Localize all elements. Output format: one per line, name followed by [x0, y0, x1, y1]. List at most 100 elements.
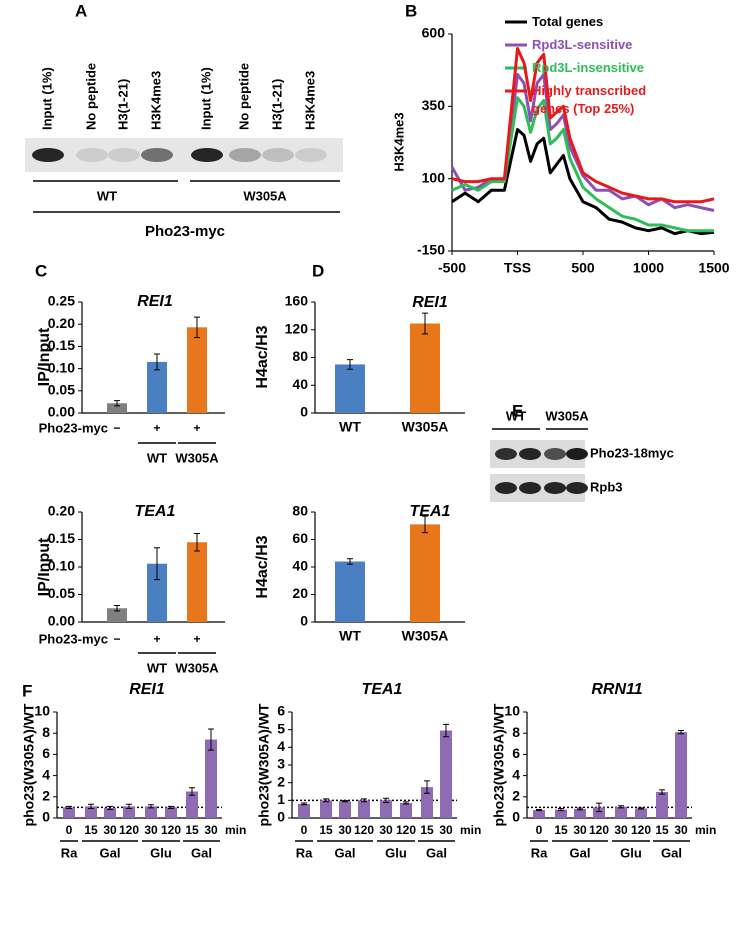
y-tick-label: 0.05 [48, 585, 75, 601]
group-label: Ra [61, 845, 78, 860]
y-tick-label: 40 [292, 376, 308, 392]
group-label: W305A [545, 408, 589, 423]
y-tick-label: 0 [300, 613, 308, 629]
group-label: WT [147, 660, 167, 675]
error-bar [558, 807, 564, 812]
error-bar [678, 730, 684, 735]
bar [335, 561, 365, 622]
bar [593, 807, 605, 818]
bar [145, 806, 157, 818]
bar [410, 524, 440, 622]
error-bar [107, 805, 113, 811]
bar [335, 364, 365, 413]
x-tick-label: 30 [379, 823, 393, 837]
panel-letter: E [512, 401, 523, 420]
band [295, 148, 327, 162]
chart-title: REI1 [412, 294, 448, 311]
group-label: Ra [296, 845, 313, 860]
bar [555, 809, 567, 818]
error-bar [88, 803, 94, 809]
chart-title: REI1 [129, 681, 165, 698]
x-tick-label: 15 [319, 823, 333, 837]
group-label: WT [506, 408, 526, 423]
x-tick-label: 1500 [698, 260, 729, 276]
legend-label: Highly transcribed genes (Top 25%) [532, 83, 647, 116]
x-tick-label: 500 [571, 260, 595, 276]
group-label: WT [97, 188, 117, 203]
x-tick-label: 30 [573, 823, 587, 837]
bar [533, 810, 545, 818]
y-tick-label: 20 [292, 585, 308, 601]
chart-title: TEA1 [410, 503, 451, 520]
bar [656, 792, 668, 818]
bar [635, 808, 647, 818]
group-label: Ra [531, 845, 548, 860]
lane-label: No peptide [236, 63, 251, 130]
error-bar [168, 805, 174, 809]
x-tick-label: 30 [614, 823, 628, 837]
lane-label: Input (1%) [198, 67, 213, 130]
error-bar [189, 787, 195, 796]
error-bar [323, 798, 329, 803]
y-tick-label: 4 [42, 766, 50, 782]
y-tick-label: 0.20 [48, 503, 75, 519]
y-tick-label: 60 [292, 530, 308, 546]
row-label: Pho23-myc [39, 631, 108, 646]
x-tick-label: + [153, 421, 160, 435]
y-tick-label: 0.25 [48, 293, 75, 309]
x-tick-label: 30 [439, 823, 453, 837]
error-bar [424, 780, 430, 794]
chart-title: TEA1 [362, 681, 403, 698]
y-tick-label: 0.20 [48, 315, 75, 331]
band [108, 148, 140, 162]
legend-label: Rpd3L-sensitive [532, 37, 633, 52]
error-bar [347, 359, 353, 370]
bar [186, 791, 198, 818]
panel-letter: B [405, 1, 417, 20]
error-bar [596, 802, 602, 813]
y-axis-label: pho23(W305A)/WT [491, 703, 507, 826]
y-tick-label: 0 [42, 809, 50, 825]
y-tick-label: 600 [422, 25, 446, 41]
x-tick-label: 30 [204, 823, 218, 837]
error-bar [154, 353, 160, 371]
band [76, 148, 108, 162]
y-tick-label: 8 [512, 724, 520, 740]
bar [675, 732, 687, 818]
band [262, 148, 294, 162]
error-bar [342, 800, 348, 803]
bar [400, 802, 412, 818]
error-bar [443, 723, 449, 738]
y-tick-label: 6 [277, 703, 285, 719]
y-tick-label: 0 [300, 404, 308, 420]
y-tick-label: 0.10 [48, 558, 75, 574]
y-tick-label: 0.15 [48, 337, 75, 353]
group-label: Gal [335, 845, 356, 860]
x-tick-label: 0 [301, 823, 308, 837]
x-tick-label: + [153, 632, 160, 646]
bar [104, 807, 116, 818]
bar [147, 361, 167, 413]
band [191, 148, 223, 162]
panel-letter: F [22, 681, 32, 700]
bar [187, 327, 207, 413]
error-bar [114, 605, 120, 612]
group-label: Glu [150, 845, 172, 860]
x-tick-label: 120 [354, 823, 374, 837]
x-tick-label: 15 [420, 823, 434, 837]
group-label: W305A [175, 660, 219, 675]
x-tick-label: 15 [185, 823, 199, 837]
bar [421, 787, 433, 818]
group-label: W305A [175, 450, 219, 465]
panel-letter: C [35, 261, 47, 280]
bar [63, 807, 75, 818]
x-tick-label: WT [339, 628, 361, 644]
blot [25, 138, 343, 172]
band [32, 148, 64, 162]
x-tick-label: TSS [504, 260, 531, 276]
unit-label: min [460, 823, 481, 837]
lane-label: H3K4me3 [148, 71, 163, 130]
y-tick-label: 8 [42, 724, 50, 740]
row-label: Pho23-18myc [590, 445, 674, 460]
